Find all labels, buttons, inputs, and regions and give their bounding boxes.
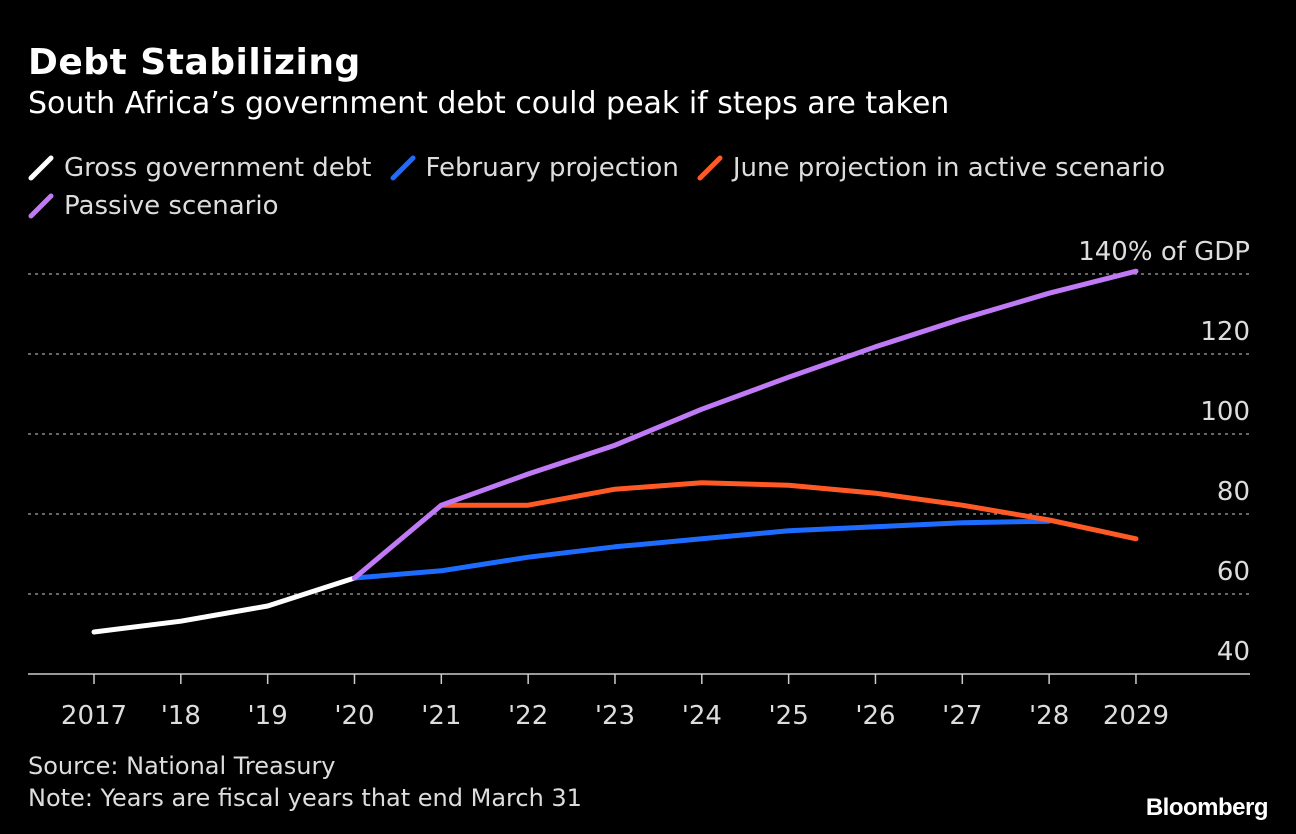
legend-swatch-icon [390,155,415,181]
series-line-passive-scenario [351,268,1139,581]
legend-item: June projection in active scenario [697,150,1165,186]
x-tick-label: 2017 [61,701,127,731]
series-line-february-projection [351,518,1052,581]
y-tick-label: 40 [1217,637,1250,667]
legend-item: February projection [390,150,679,186]
x-tick-label: '20 [334,701,374,731]
y-tick-label: 80 [1217,477,1250,507]
legend-label: February projection [425,153,679,183]
x-tick-label: '25 [769,701,809,731]
y-tick-label: 140% of GDP [1078,237,1250,267]
x-tick-label: '24 [682,701,722,731]
legend-item: Passive scenario [28,188,278,224]
x-tick-label: '19 [248,701,288,731]
legend-label: Gross government debt [64,153,372,183]
series-line-gross-government-debt [91,575,357,635]
x-tick-label: '26 [855,701,895,731]
x-tick-label: '21 [421,701,461,731]
legend-label: June projection in active scenario [732,153,1166,183]
legend-swatch-icon [697,155,723,181]
y-tick-label: 60 [1217,557,1250,587]
x-tick-label: 2029 [1103,701,1169,731]
x-tick-label: '28 [1029,701,1069,731]
legend-label: Passive scenario [64,191,279,221]
bloomberg-logo: Bloomberg [1145,794,1269,821]
y-tick-label: 100 [1200,397,1250,427]
y-tick-label: 120 [1200,317,1250,347]
chart-title: Debt Stabilizing [28,42,361,83]
x-tick-label: '18 [161,701,201,731]
source-note: Source: National Treasury [28,752,336,780]
x-tick-label: '23 [595,701,635,731]
legend-item: Gross government debt [28,150,372,186]
legend: Gross government debt February projection… [28,150,1278,226]
legend-swatch-icon [28,193,54,219]
x-tick-label: '27 [942,701,982,731]
legend-swatch-icon [28,155,54,181]
series-line-june-projection-in-active-scenario [438,480,1139,542]
x-tick-label: '22 [508,701,548,731]
chart-subtitle: South Africa’s government debt could pea… [28,86,950,121]
footnote: Note: Years are fiscal years that end Ma… [28,784,582,812]
